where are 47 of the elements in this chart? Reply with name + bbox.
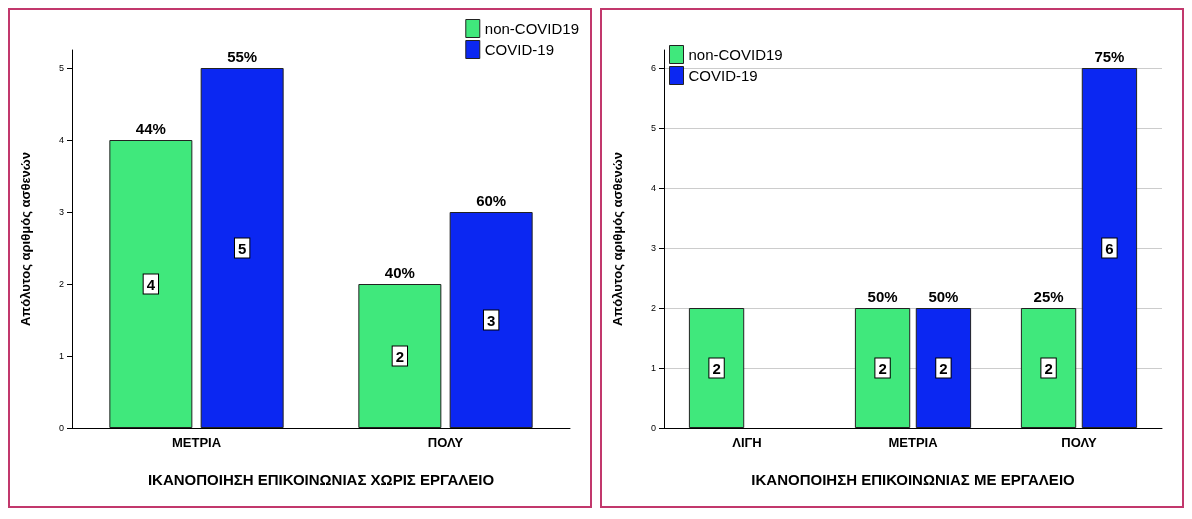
x-axis-title: ΙΚΑΝΟΠΟΙΗΣΗ ΕΠΙΚΟΙΝΩΝΙΑΣ ΜΕ ΕΡΓΑΛΕΙΟ xyxy=(751,471,1076,488)
data-label: 2 xyxy=(878,359,887,377)
data-label: 2 xyxy=(712,359,721,377)
y-tick-label: 5 xyxy=(650,123,656,133)
data-label: 2 xyxy=(939,359,948,377)
x-tick-label: ΠΟΛΥ xyxy=(1061,435,1097,450)
bar xyxy=(449,212,533,428)
y-tick-label: 0 xyxy=(58,423,64,433)
bar xyxy=(358,284,442,428)
annotation: 50% xyxy=(867,288,898,305)
annotation: 50% xyxy=(928,288,959,305)
data-label: 2 xyxy=(1044,359,1053,377)
x-tick-label: ΠΟΛΥ xyxy=(427,435,464,450)
data-label: 5 xyxy=(237,239,247,257)
legend-label: non-COVID19 xyxy=(688,46,783,63)
y-axis-title: Απόλυτος αριθμός ασθενών xyxy=(18,151,33,327)
annotation: 55% xyxy=(227,48,258,65)
data-label: 3 xyxy=(486,311,496,329)
y-tick-label: 1 xyxy=(650,363,656,373)
y-tick-label: 4 xyxy=(58,135,64,145)
y-tick-label: 3 xyxy=(58,207,64,217)
y-axis-title: Απόλυτος αριθμός ασθενών xyxy=(610,151,625,327)
y-tick-label: 6 xyxy=(650,63,656,73)
legend-label: non-COVID19 xyxy=(484,20,580,37)
y-tick-label: 1 xyxy=(58,351,64,361)
annotation: 75% xyxy=(1094,48,1125,65)
y-tick-label: 3 xyxy=(650,243,656,253)
annotation: 40% xyxy=(384,264,415,281)
bar xyxy=(109,140,193,428)
data-label: 2 xyxy=(395,347,405,365)
y-tick-label: 0 xyxy=(650,423,656,433)
x-tick-label: ΜΕΤΡΙΑ xyxy=(171,435,222,450)
annotation: 25% xyxy=(1033,288,1064,305)
legend-label: COVID-19 xyxy=(484,41,554,58)
legend-label: COVID-19 xyxy=(688,67,758,84)
y-tick-label: 2 xyxy=(58,279,64,289)
bar xyxy=(200,68,284,428)
data-label: 4 xyxy=(146,275,156,293)
data-label: 6 xyxy=(1105,239,1114,257)
annotation: 44% xyxy=(135,120,166,137)
x-tick-label: ΛΙΓΗ xyxy=(732,435,762,450)
y-tick-label: 2 xyxy=(650,303,656,313)
annotation: 60% xyxy=(476,192,507,209)
y-tick-label: 5 xyxy=(58,63,64,73)
x-axis-title: ΙΚΑΝΟΠΟΙΗΣΗ ΕΠΙΚΟΙΝΩΝΙΑΣ ΧΩΡΙΣ ΕΡΓΑΛΕΙΟ xyxy=(147,471,495,488)
x-tick-label: ΜΕΤΡΙΑ xyxy=(888,435,939,450)
y-tick-label: 4 xyxy=(650,183,656,193)
